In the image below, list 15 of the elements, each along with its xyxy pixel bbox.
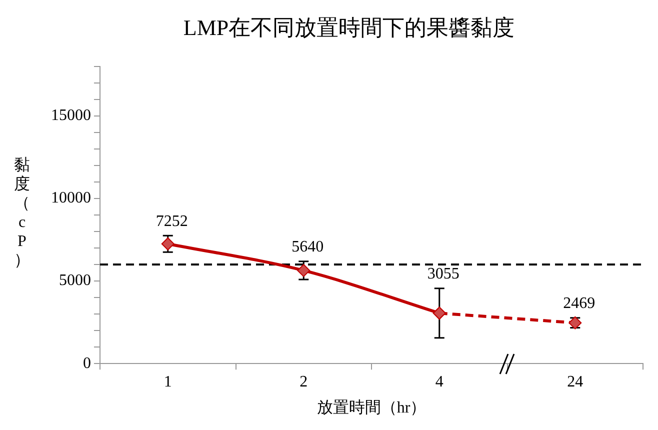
y-tick-label: 15000 <box>51 107 91 124</box>
x-axis-title: 放置時間（hr） <box>316 398 426 417</box>
x-tick-label: 1 <box>164 373 172 390</box>
data-label: 7252 <box>156 212 188 230</box>
x-tick-label: 4 <box>435 373 444 390</box>
data-label: 2469 <box>563 295 596 312</box>
x-tick-label: 24 <box>567 373 584 390</box>
x-tick-label: 2 <box>300 373 308 390</box>
chart-title: LMP在不同放置時間下的果醬黏度 <box>183 14 515 40</box>
data-label: 5640 <box>292 238 324 256</box>
y-tick-label: 5000 <box>59 272 91 290</box>
y-tick-label: 0 <box>83 354 91 372</box>
y-axis-title: 黏度（cP） <box>14 156 30 270</box>
y-tick-label: 10000 <box>51 190 91 207</box>
data-label: 3055 <box>427 266 460 283</box>
